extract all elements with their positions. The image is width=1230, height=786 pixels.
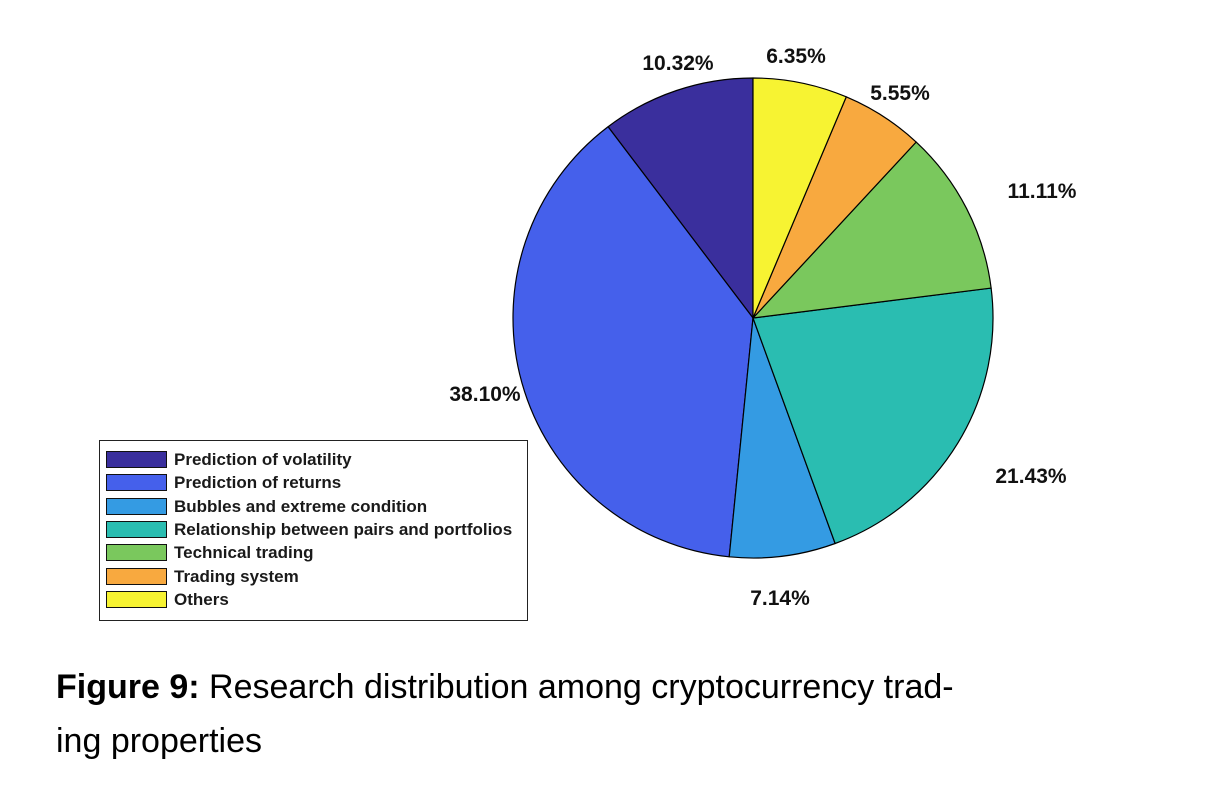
legend-item-others: Others: [106, 588, 527, 611]
pie-slice-technical-trading: [752, 141, 992, 319]
pie-slice-relationship-between-pairs-and-portfolios: [752, 287, 994, 545]
pie-percent-label-bubbles-and-extreme-condition: 7.14%: [750, 587, 810, 610]
legend: Prediction of volatility Prediction of re…: [99, 440, 528, 621]
pie-slice-others: [752, 77, 847, 319]
legend-swatch-others: [106, 590, 167, 608]
legend-item-relationship-between-pairs-and-portfolios: Relationship between pairs and portfolio…: [106, 518, 527, 541]
caption-line1: Figure 9: Research distribution among cr…: [56, 660, 1176, 714]
caption-text-line2: ing properties: [56, 722, 263, 760]
legend-label-relationship-between-pairs-and-portfolios: Relationship between pairs and portfolio…: [174, 520, 513, 540]
figure-caption: Figure 9: Research distribution among cr…: [56, 660, 1176, 768]
legend-label-prediction-of-returns: Prediction of returns: [174, 473, 342, 493]
legend-label-technical-trading: Technical trading: [174, 543, 314, 563]
pie-percent-label-prediction-of-volatility: 10.32%: [642, 52, 714, 75]
pie-slice-prediction-of-volatility: [607, 77, 754, 319]
legend-swatch-prediction-of-returns: [106, 474, 167, 492]
legend-label-others: Others: [174, 589, 229, 609]
pie-percent-label-prediction-of-returns: 38.10%: [449, 383, 521, 406]
legend-label-bubbles-and-extreme-condition: Bubbles and extreme condition: [174, 496, 428, 516]
pie-percent-label-technical-trading: 11.11%: [1008, 180, 1077, 203]
legend-item-prediction-of-volatility: Prediction of volatility: [106, 448, 527, 471]
legend-item-trading-system: Trading system: [106, 564, 527, 587]
legend-label-prediction-of-volatility: Prediction of volatility: [174, 450, 352, 470]
pie-percent-label-trading-system: 5.55%: [870, 82, 930, 105]
legend-rows: Prediction of volatility Prediction of re…: [106, 448, 527, 611]
pie-percent-label-others: 6.35%: [766, 45, 826, 68]
legend-swatch-relationship-between-pairs-and-portfolios: [106, 521, 167, 539]
legend-item-technical-trading: Technical trading: [106, 541, 527, 564]
legend-swatch-bubbles-and-extreme-condition: [106, 497, 167, 515]
legend-swatch-prediction-of-volatility: [106, 451, 167, 469]
pie-slice-prediction-of-returns: [512, 126, 754, 558]
pie-slice-bubbles-and-extreme-condition: [728, 317, 836, 559]
legend-swatch-technical-trading: [106, 544, 167, 562]
legend-swatch-trading-system: [106, 567, 167, 585]
caption-text-line1: Research distribution among cryptocurren…: [209, 668, 954, 706]
caption-figure-number: Figure 9:: [56, 668, 200, 706]
legend-item-prediction-of-returns: Prediction of returns: [106, 471, 527, 494]
legend-item-bubbles-and-extreme-condition: Bubbles and extreme condition: [106, 495, 527, 518]
legend-label-trading-system: Trading system: [174, 566, 299, 586]
pie-percent-label-relationship-between-pairs-and-portfolios: 21.43%: [995, 465, 1067, 488]
